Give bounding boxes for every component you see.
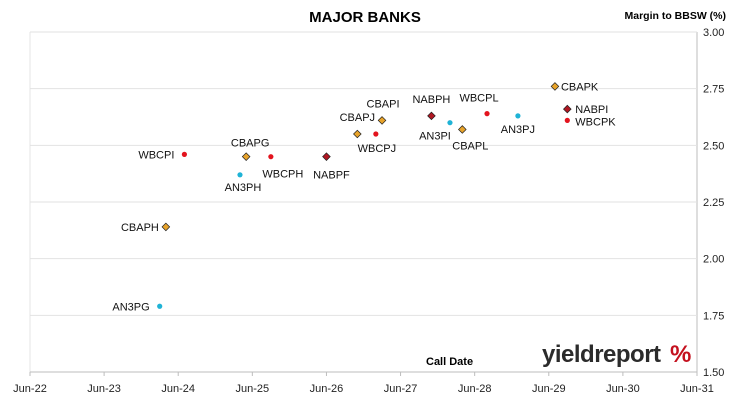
data-label-wbcpi: WBCPI	[138, 149, 174, 161]
data-point-an3pj	[515, 113, 521, 119]
data-label-an3ph: AN3PH	[225, 182, 262, 194]
data-label-nabpf: NABPF	[313, 170, 350, 182]
data-point-wbcpj	[373, 131, 379, 137]
x-tick-label: Jun-23	[87, 383, 121, 395]
x-tick-label: Jun-26	[310, 383, 344, 395]
logo-wordmark: yieldreport	[542, 341, 661, 368]
data-point-nabpi	[563, 104, 572, 114]
y-tick-label: 1.50	[703, 367, 724, 379]
x-tick-labels: Jun-22 Jun-23 Jun-24 Jun-25 Jun-26 Jun-27 Jun-…	[13, 383, 714, 395]
data-point-wbcpi	[181, 151, 187, 157]
data-point-cbapj	[353, 129, 362, 139]
data-label-cbapl: CBAPL	[452, 140, 488, 152]
data-point-cbapg	[241, 152, 251, 161]
chart-title: MAJOR BANKS	[309, 9, 421, 26]
x-axis-label: Call Date	[426, 356, 474, 368]
data-points	[157, 82, 572, 309]
data-point-wbcpk	[564, 117, 570, 123]
data-point-wbcph	[268, 154, 274, 160]
data-point-an3ph	[237, 172, 243, 178]
data-label-nabph: NABPH	[412, 94, 450, 106]
x-tick-label: Jun-22	[13, 383, 47, 395]
data-point-cbapl	[458, 125, 467, 134]
x-tick-label: Jun-30	[606, 383, 640, 395]
y-tick-label: 2.75	[703, 84, 724, 96]
logo-percent-symbol: %	[670, 341, 692, 368]
y-tick-label: 1.75	[703, 310, 724, 322]
x-tick-label: Jun-24	[161, 383, 195, 395]
x-tick-label: Jun-29	[532, 383, 566, 395]
y-axis-label: Margin to BBSW (%)	[624, 10, 727, 22]
data-point-an3pi	[447, 120, 453, 126]
data-label-an3pi: AN3PI	[419, 131, 451, 143]
data-label-cbaph: CBAPH	[121, 222, 159, 234]
data-label-cbapi: CBAPI	[367, 98, 400, 110]
data-labels: AN3PG CBAPH WBCPI AN3PH CBAPG WBCPH NABPF CBAPJ…	[112, 81, 616, 313]
x-tick-label: Jun-25	[236, 383, 270, 395]
data-label-wbcph: WBCPH	[262, 169, 303, 181]
y-tick-label: 2.00	[703, 254, 724, 266]
data-label-an3pj: AN3PJ	[501, 124, 535, 136]
y-tick-labels: 1.50 1.75 2.00 2.25 2.50 2.75 3.00	[703, 27, 724, 379]
data-point-wbcpl	[484, 111, 490, 117]
data-label-cbapk: CBAPK	[561, 81, 599, 93]
data-point-cbapk	[550, 82, 560, 91]
y-tick-label: 3.00	[703, 27, 724, 39]
data-label-nabpi: NABPI	[575, 104, 608, 116]
data-label-an3pg: AN3PG	[112, 301, 149, 313]
y-tick-label: 2.25	[703, 197, 724, 209]
data-point-nabph	[427, 111, 436, 121]
x-tick-label: Jun-27	[384, 383, 418, 395]
x-tick-label: Jun-28	[458, 383, 492, 395]
data-point-an3pg	[157, 303, 163, 309]
data-label-wbcpl: WBCPL	[459, 93, 498, 105]
data-label-cbapj: CBAPJ	[340, 112, 375, 124]
data-point-cbapi	[377, 116, 387, 125]
data-point-nabpf	[322, 152, 331, 161]
y-tick-label: 2.50	[703, 140, 724, 152]
data-label-cbapg: CBAPG	[231, 138, 270, 150]
yieldreport-logo: yieldreport %	[542, 341, 692, 373]
data-point-cbaph	[161, 222, 171, 232]
data-label-wbcpk: WBCPK	[575, 116, 616, 128]
x-tick-label: Jun-31	[680, 383, 714, 395]
data-label-wbcpj: WBCPJ	[358, 143, 397, 155]
grid-lines	[29, 31, 698, 376]
